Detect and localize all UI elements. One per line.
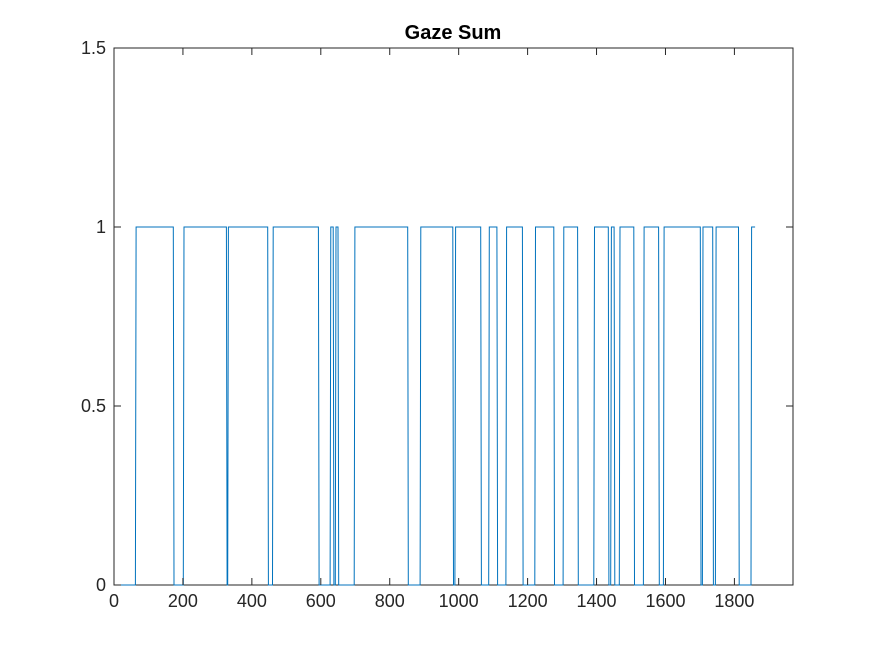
x-tick-label: 0 [109,591,119,611]
y-axis-ticks: 0 0.5 1 1.5 [81,38,793,595]
x-axis-ticks: 0 200 400 600 800 1000 1200 1400 1600 1800 [109,48,754,611]
x-tick-label: 1400 [577,591,617,611]
y-tick-label: 1.5 [81,38,106,58]
x-tick-label: 1200 [508,591,548,611]
x-tick-label: 1800 [714,591,754,611]
x-tick-label: 600 [306,591,336,611]
x-tick-label: 800 [375,591,405,611]
y-tick-label: 0 [96,575,106,595]
chart-title: Gaze Sum [405,22,502,44]
x-tick-label: 1000 [439,591,479,611]
plot-area [113,47,794,586]
x-tick-label: 400 [237,591,267,611]
y-tick-label: 0.5 [81,396,106,416]
x-tick-label: 1600 [645,591,685,611]
series-line-gaze-sum [114,226,756,586]
x-tick-label: 200 [168,591,198,611]
y-tick-label: 1 [96,217,106,237]
